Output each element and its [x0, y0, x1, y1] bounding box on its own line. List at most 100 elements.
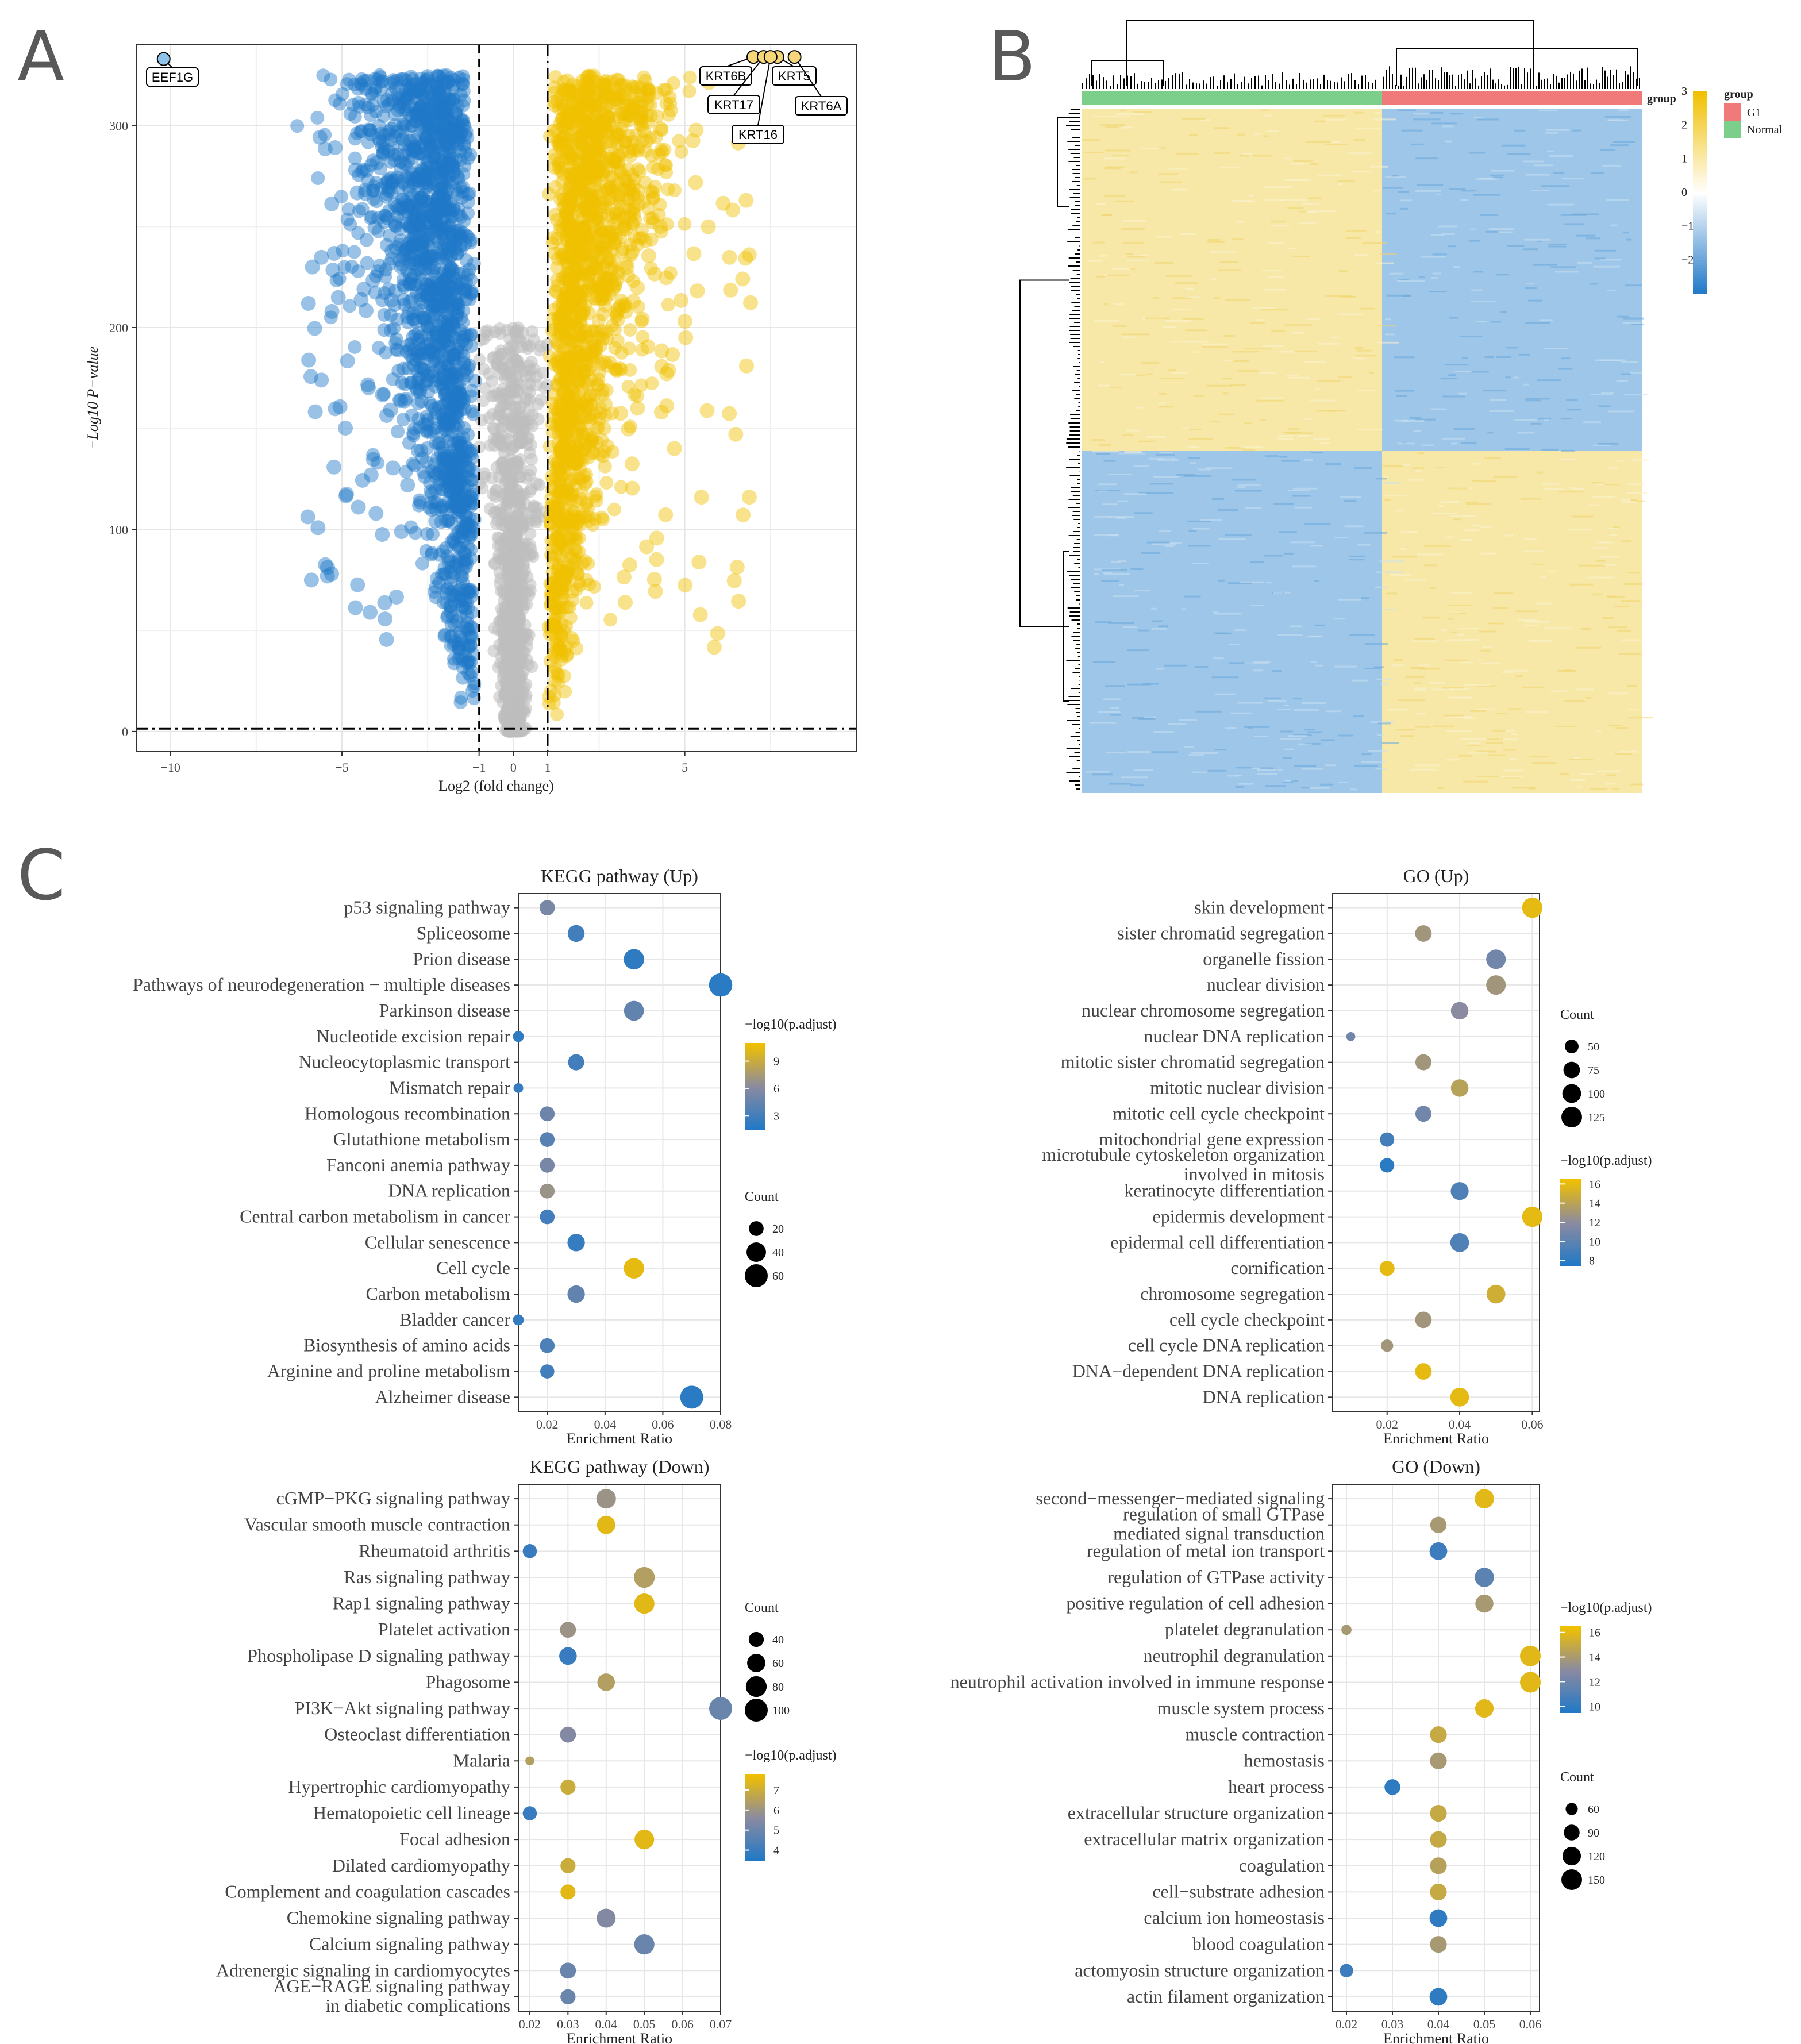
volcano-point-down [433, 548, 447, 562]
volcano-point-down [403, 256, 417, 270]
volcano-point-down [401, 315, 415, 330]
volcano-point-down [430, 194, 444, 208]
volcano-point-up [603, 272, 617, 287]
heatmap-cell-noise [1201, 343, 1228, 345]
volcano-point-up [736, 507, 751, 523]
volcano-point-down [453, 438, 468, 453]
volcano-point-down [406, 306, 421, 320]
volcano-point-down [424, 207, 438, 221]
heatmap-cell-noise [1092, 773, 1113, 776]
heatmap-cell-noise [1130, 784, 1144, 787]
volcano-point-down [420, 115, 434, 129]
volcano-point-down [452, 652, 466, 666]
heatmap-block-top-g1 [1382, 109, 1642, 451]
volcano-point-down [402, 277, 417, 291]
volcano-point-up [723, 282, 738, 298]
volcano-point-down [458, 145, 472, 160]
volcano-point-down [456, 184, 470, 199]
volcano-point-down [340, 353, 355, 369]
volcano-point-up [625, 244, 640, 259]
volcano-point-down [409, 382, 424, 396]
heatmap-cell-noise [1490, 170, 1515, 172]
volcano-point-down [447, 164, 461, 179]
volcano-point-down [426, 348, 441, 363]
heatmap-cell-noise [1449, 688, 1469, 690]
volcano-point-down [397, 92, 411, 106]
volcano-point-down [430, 240, 444, 255]
heatmap-cell-noise [1625, 284, 1642, 287]
volcano-point-down [408, 171, 422, 185]
volcano-point-down [429, 158, 443, 172]
heatmap-cell-noise [1388, 709, 1409, 711]
volcano-point-down [443, 218, 457, 233]
heatmap-cell-noise [1186, 296, 1200, 298]
volcano-point-down [335, 87, 349, 101]
heatmap-cell-noise [1442, 437, 1465, 440]
volcano-point-down [320, 560, 335, 575]
volcano-point-down [452, 267, 466, 281]
volcano-point-down [420, 215, 434, 230]
heatmap-cell-noise [1283, 705, 1289, 707]
volcano-point-down [460, 621, 475, 636]
volcano-point-down [444, 116, 458, 130]
heatmap-cell-noise [1278, 456, 1288, 458]
volcano-point-down [428, 469, 442, 484]
heatmap-cell-noise [1126, 429, 1140, 432]
heatmap-cell-noise [1206, 241, 1225, 243]
gene-point-krt6a [787, 50, 802, 64]
volcano-point-down [403, 134, 417, 148]
volcano-point-down [355, 164, 369, 179]
volcano-point-down [324, 303, 340, 319]
heatmap-cell-noise [1119, 109, 1126, 111]
volcano-point-down [424, 226, 438, 241]
volcano-point-down [408, 239, 422, 253]
volcano-point-down [443, 250, 457, 264]
volcano-point-ns [506, 426, 519, 439]
volcano-point-ns [490, 357, 503, 371]
volcano-point-down [395, 202, 410, 216]
volcano-point-down [415, 347, 430, 361]
volcano-point-down [424, 207, 438, 222]
volcano-point-up [677, 314, 692, 329]
volcano-point-up [558, 427, 572, 441]
volcano-point-down [447, 159, 461, 174]
volcano-point-up [544, 683, 559, 698]
heatmap-cell-noise [1525, 322, 1550, 324]
volcano-point-down [458, 237, 472, 251]
volcano-point-down [429, 571, 444, 586]
heatmap-cell-noise [1117, 500, 1129, 502]
volcano-point-down [430, 297, 444, 311]
volcano-point-down [428, 109, 442, 123]
heatmap-cell-noise [1493, 476, 1517, 478]
volcano-point-ns [507, 378, 520, 391]
heatmap-cell-noise [1524, 537, 1537, 540]
volcano-point-up [580, 364, 594, 379]
volcano-point-down [348, 110, 362, 124]
volcano-point-down [443, 243, 457, 257]
volcano-point-down [376, 94, 391, 109]
volcano-point-down [451, 478, 465, 492]
volcano-point-down [453, 153, 468, 167]
volcano-point-down [436, 287, 451, 301]
volcano-point-down [430, 76, 444, 90]
heatmap-cell-noise [1302, 702, 1326, 705]
volcano-point-down [434, 503, 448, 517]
volcano-point-down [424, 336, 438, 351]
volcano-point-down [420, 527, 434, 541]
volcano-point-down [365, 272, 381, 288]
volcano-point-down [451, 434, 465, 449]
heatmap-cell-noise [1108, 622, 1134, 625]
heatmap-cell-noise [1232, 238, 1244, 241]
volcano-point-down [424, 496, 438, 510]
volcano-point-up [639, 539, 655, 555]
volcano-point-down [456, 599, 470, 613]
heatmap-cell-noise [1604, 783, 1617, 785]
heatmap-cell-noise [1496, 356, 1511, 358]
volcano-point-down [421, 250, 436, 264]
heatmap-cell-noise [1107, 274, 1130, 276]
volcano-point-down [448, 366, 463, 380]
volcano-point-down [393, 393, 409, 409]
volcano-point-down [374, 75, 388, 89]
volcano-point-down [456, 84, 471, 98]
volcano-point-up [547, 533, 561, 548]
